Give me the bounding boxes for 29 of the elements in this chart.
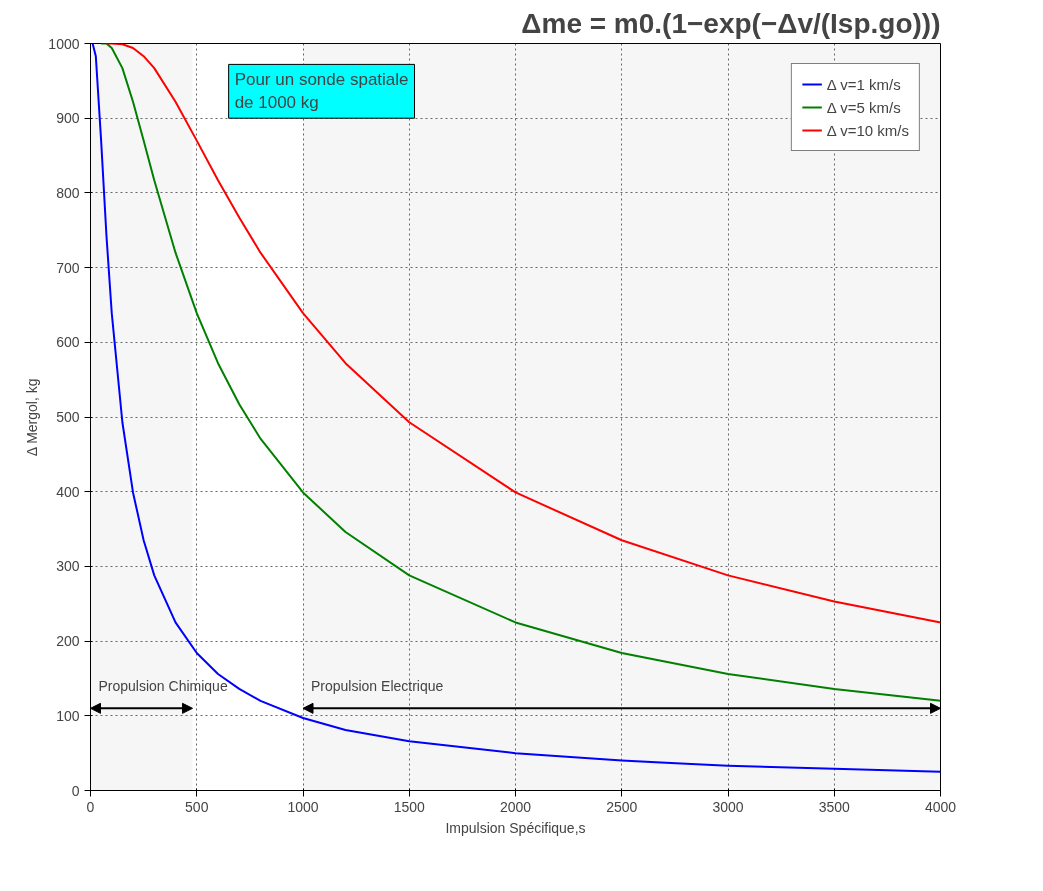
x-tick-label: 3000 [712,798,744,815]
y-tick-label: 600 [56,334,80,351]
x-tick-label: 500 [185,798,209,815]
legend-label: Δ v=1 km/s [826,75,901,93]
y-tick-label: 1000 [48,35,80,52]
legend-label: Δ v=10 km/s [826,121,909,139]
band-label: Propulsion Electrique [311,678,444,695]
y-tick-label: 200 [56,633,80,650]
y-tick-label: 500 [56,409,80,425]
y-axis-title: Δ Mergol, kg [24,378,41,457]
x-tick-label: 2500 [606,798,638,815]
y-tick-label: 800 [56,184,80,201]
y-tick-label: 0 [71,782,80,799]
x-tick-label: 3500 [818,798,851,815]
legend-label: Δ v=5 km/s [826,98,901,116]
x-tick-label: 1000 [287,798,319,815]
x-tick-label: 4000 [924,798,957,815]
x-tick-label: 2000 [499,798,532,815]
x-tick-label: 1500 [393,798,426,815]
annotation: Pour un sonde spatiale de 1000 kg [234,70,409,113]
x-axis-title: Impulsion Spécifique,s [445,819,586,836]
x-tick-label: 0 [86,798,95,815]
text: Δme = m0.(1−exp(−Δv/(Isp.go))) [521,7,941,39]
y-tick-label: 400 [56,483,80,500]
band-label: Propulsion Chimique [98,678,228,695]
y-tick-label: 700 [56,259,80,276]
y-tick-label: 900 [56,110,80,127]
y-tick-label: 100 [56,707,80,724]
y-tick-label: 300 [56,558,80,575]
